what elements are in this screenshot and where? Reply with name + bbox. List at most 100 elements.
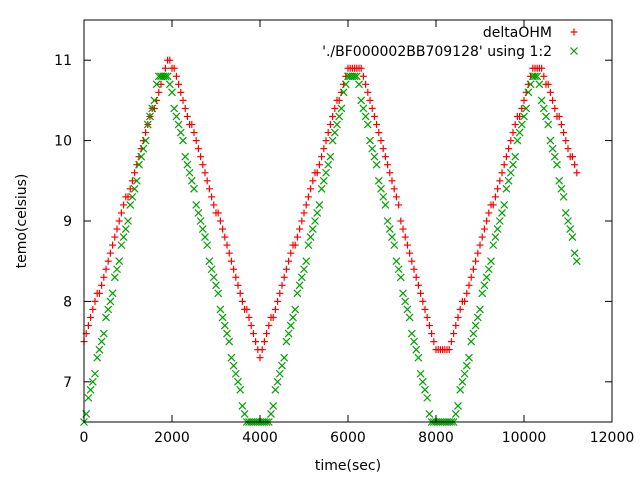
data-point [131,169,139,177]
data-point [495,217,504,225]
data-point [317,184,326,193]
data-point [478,233,486,241]
data-point [119,233,128,242]
data-point [540,72,548,80]
data-point [210,201,218,209]
data-point [300,265,308,274]
data-point [478,289,487,298]
data-point [291,241,299,249]
data-point [139,144,148,153]
data-point [143,120,152,129]
data-point [520,96,528,104]
data-point [568,153,576,161]
legend-entry-bf000002bb709128: './BF000002BB709128' using 1:2 [322,44,578,60]
data-point [502,184,511,193]
data-point [414,281,422,289]
data-point [566,225,575,233]
data-point [95,345,104,354]
data-point [531,72,539,81]
data-point [106,249,114,257]
data-point [421,305,429,313]
data-point [141,136,150,145]
data-point [562,137,570,145]
data-point [223,241,231,249]
data-point [357,96,366,105]
data-point [179,96,187,104]
data-point [568,233,577,242]
data-point [236,385,245,394]
legend-entry-deltaohm: deltaOHM [483,25,578,41]
data-point [216,217,224,225]
data-point [187,176,196,185]
data-point [113,225,121,233]
data-point [462,361,471,370]
data-point [379,192,388,201]
data-point [179,136,187,145]
data-point [142,129,150,137]
data-point [120,201,128,209]
data-point [121,225,130,233]
data-point [124,217,132,225]
data-point [223,329,231,338]
data-point [306,233,315,242]
data-point [463,289,471,297]
data-point [183,112,191,120]
data-point [366,96,374,104]
data-point [185,168,194,177]
data-point [454,313,462,321]
data-point [245,313,253,321]
data-point [469,265,477,273]
data-point [152,80,161,89]
data-point [115,257,124,266]
data-point [285,257,293,265]
data-point [104,305,113,314]
data-point [102,313,110,322]
data-point [282,265,290,273]
data-point [571,161,579,169]
data-point [452,322,460,330]
data-point [557,184,566,193]
data-point [221,233,229,241]
data-point [170,104,179,113]
data-point [538,64,546,72]
data-point [467,337,476,346]
data-point [504,176,513,185]
data-point [220,321,229,330]
data-point [397,217,405,225]
data-point [313,209,322,217]
data-point [419,297,427,305]
data-point [183,160,192,169]
data-point [524,88,533,97]
data-point [377,184,385,193]
data-point [425,410,434,418]
data-point [385,225,394,233]
data-point [146,112,154,121]
data-point [482,273,491,282]
data-point [198,225,207,233]
data-point [298,217,306,225]
data-point [476,305,484,314]
data-point [573,169,581,177]
legend-marker-symbol [570,28,578,36]
data-point [126,185,134,193]
data-point [494,185,502,193]
data-point [174,120,183,129]
data-point [172,112,181,121]
data-point [161,64,169,72]
data-point [330,128,339,137]
data-point [212,281,220,290]
data-point [207,265,216,274]
data-point [412,273,420,281]
data-point [460,369,469,378]
data-point [355,80,363,89]
data-point [467,273,475,281]
legend-marker-cross [570,47,578,55]
data-point [247,322,255,330]
data-point [284,329,293,338]
data-point [491,233,500,242]
data-point [219,225,227,233]
data-point [307,185,315,193]
data-point [546,136,555,145]
data-point [271,385,280,394]
data-point [313,169,321,177]
